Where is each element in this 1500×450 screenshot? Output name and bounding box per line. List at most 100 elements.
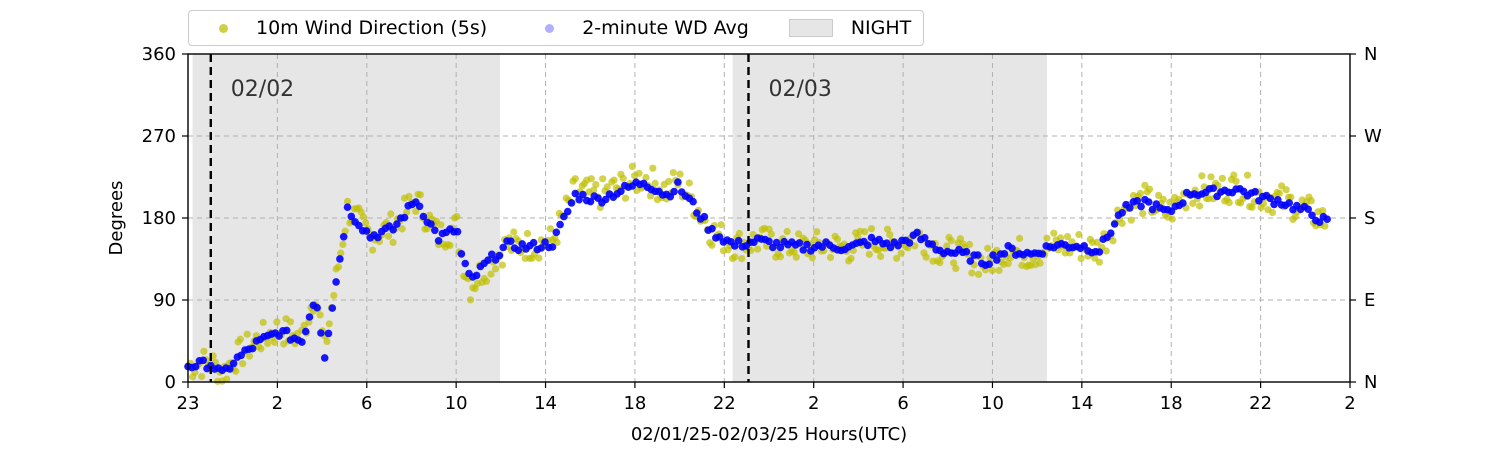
wind-direction-point	[546, 225, 554, 233]
wind-direction-point	[243, 330, 251, 338]
wind-direction-point	[1057, 234, 1065, 242]
wd-avg-point	[985, 260, 993, 269]
right-tick-label: E	[1364, 290, 1375, 311]
x-tick-label: 22	[1249, 393, 1272, 414]
wind-direction-point	[1168, 215, 1176, 223]
wd-avg-point	[431, 226, 439, 235]
wind-direction-point	[893, 254, 901, 262]
wd-avg-point	[282, 326, 291, 335]
wind-direction-point	[1077, 254, 1085, 262]
wd-avg-point	[567, 199, 576, 207]
wind-direction-point	[1139, 210, 1147, 218]
wind-direction-point	[685, 179, 693, 187]
right-tick-label: S	[1364, 208, 1375, 229]
wind-direction-point	[735, 229, 744, 238]
wd-avg-point	[415, 202, 424, 211]
wind-direction-point	[649, 164, 657, 172]
wind-direction-point	[1102, 247, 1110, 255]
wd-avg-point	[556, 220, 564, 229]
x-tick-label: 14	[534, 393, 557, 414]
wind-direction-point	[754, 245, 762, 253]
wind-direction-point	[232, 367, 240, 375]
wd-avg-point	[1179, 199, 1187, 207]
wd-avg-point	[393, 220, 401, 228]
wind-direction-point	[510, 228, 518, 236]
wind-direction-point	[897, 249, 905, 257]
legend-label-night: NIGHT	[850, 17, 912, 39]
wind-direction-point	[1232, 177, 1240, 185]
wd-avg-point	[913, 228, 921, 237]
wind-direction-point	[245, 352, 254, 360]
wind-direction-point	[947, 237, 955, 245]
wd-avg-point	[563, 207, 572, 216]
legend-patch-night	[788, 19, 833, 37]
right-axis-ticks: N E S W N	[1350, 44, 1382, 393]
wind-direction-point	[646, 192, 655, 200]
wind-direction-point	[1287, 193, 1295, 201]
wind-direction-point	[286, 318, 295, 326]
wd-avg-point	[1308, 211, 1316, 220]
legend-marker-wd-avg	[545, 23, 555, 33]
wind-direction-point	[1230, 171, 1238, 179]
wind-direction-point	[943, 242, 951, 250]
wind-direction-point	[446, 241, 454, 249]
wind-direction-point	[619, 174, 627, 182]
wind-direction-point	[1307, 197, 1315, 205]
wind-direction-point	[1268, 208, 1277, 217]
wd-avg-point	[1038, 250, 1047, 258]
wind-direction-point	[257, 345, 265, 353]
wd-avg-point	[1323, 215, 1331, 223]
wd-avg-point	[362, 227, 371, 235]
wind-direction-point	[590, 186, 598, 194]
wd-avg-point	[1251, 187, 1259, 196]
wd-avg-point	[966, 257, 975, 265]
wind-direction-point	[1095, 258, 1103, 266]
wind-direction-point	[1275, 189, 1283, 197]
x-axis-ticks: 23 2 6 10 14 18 22 2 6 10 14 18 22 2	[177, 382, 1356, 414]
wd-avg-point	[529, 238, 538, 247]
wd-avg-point	[586, 197, 595, 206]
wd-avg-point	[1133, 197, 1142, 205]
wind-direction-point	[1321, 222, 1329, 230]
wd-avg-point	[343, 203, 352, 211]
wd-avg-point	[275, 332, 283, 340]
wind-direction-point	[1118, 219, 1126, 228]
wd-avg-point	[894, 241, 902, 250]
y-tick-label: 0	[165, 372, 176, 393]
series-wd-avg	[184, 178, 1331, 375]
wd-avg-point	[248, 344, 257, 353]
wd-avg-point	[1148, 205, 1157, 214]
wd-avg-point	[339, 233, 348, 241]
wd-avg-point	[537, 244, 545, 252]
wd-avg-point	[434, 237, 443, 245]
wd-avg-point	[886, 243, 895, 252]
wd-avg-point	[670, 187, 678, 196]
wd-avg-point	[1285, 199, 1293, 207]
wind-direction-point	[339, 240, 347, 248]
wind-direction-point	[847, 254, 855, 262]
wd-avg-point	[1118, 209, 1126, 217]
wind-direction-point	[952, 264, 960, 273]
wind-direction-point	[1166, 198, 1174, 206]
wd-avg-point	[472, 271, 481, 280]
wind-direction-point	[1145, 185, 1154, 193]
wind-direction-point	[776, 253, 785, 261]
wind-direction-point	[487, 270, 495, 278]
wd-avg-point	[453, 227, 462, 236]
wd-avg-point	[1095, 248, 1104, 256]
wind-direction-point	[610, 176, 618, 184]
wd-avg-point	[237, 351, 245, 360]
wind-direction-point	[259, 318, 267, 326]
date-marker-label-1: 02/03	[768, 77, 831, 102]
wind-direction-point	[813, 228, 821, 236]
wind-direction-point	[1043, 234, 1051, 242]
legend-marker-wind-direction	[219, 23, 228, 33]
x-tick-label: 2	[272, 393, 283, 414]
wind-direction-point	[1319, 207, 1327, 215]
x-tick-label: 6	[361, 393, 372, 414]
wind-direction-point	[200, 347, 208, 355]
wind-direction-point	[708, 241, 716, 249]
wind-direction-point	[1189, 199, 1197, 207]
wind-direction-point	[1218, 174, 1226, 182]
wind-direction-point	[767, 230, 775, 238]
